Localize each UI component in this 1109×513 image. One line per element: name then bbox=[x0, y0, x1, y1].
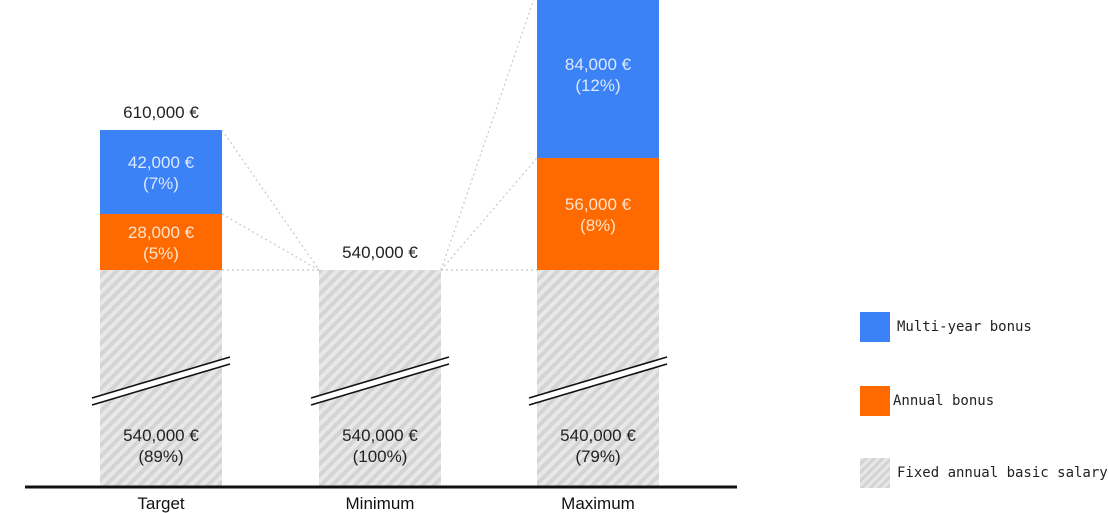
data-label-annual-bonus: 56,000 € bbox=[565, 195, 632, 214]
axis-break-line bbox=[528, 363, 668, 406]
axis-break-line bbox=[91, 356, 231, 399]
connector-line bbox=[440, 157, 538, 271]
data-label-fixed-salary: 540,000 € bbox=[560, 426, 636, 445]
data-label-multi-year-bonus: 84,000 € bbox=[565, 55, 632, 74]
data-label-annual-bonus-share: (8%) bbox=[580, 216, 616, 235]
total-label: 540,000 € bbox=[342, 243, 418, 262]
legend-label: Multi-year bonus bbox=[897, 319, 1032, 335]
axis-break-gap bbox=[529, 357, 667, 405]
legend-item-annual-bonus: Annual bonus bbox=[860, 386, 994, 416]
bar-multi-year-bonus bbox=[100, 130, 222, 214]
legend-swatch-annual-bonus bbox=[860, 386, 890, 416]
legend-item-fixed-salary: Fixed annual basic salary bbox=[860, 458, 1108, 488]
axis-break-line bbox=[91, 363, 231, 406]
category-label: Minimum bbox=[346, 494, 415, 513]
category-label: Maximum bbox=[561, 494, 635, 513]
connector-line bbox=[440, 0, 535, 271]
data-label-fixed-salary-share: (100%) bbox=[353, 447, 408, 466]
legend-swatch-fixed-salary bbox=[860, 458, 890, 488]
axis-break-line bbox=[310, 356, 450, 399]
data-label-fixed-salary-share: (89%) bbox=[138, 447, 183, 466]
data-label-multi-year-bonus-share: (7%) bbox=[143, 174, 179, 193]
data-label-annual-bonus: 28,000 € bbox=[128, 223, 195, 242]
connector-line bbox=[221, 129, 320, 271]
bar-annual-bonus bbox=[537, 158, 659, 270]
category-label: Target bbox=[137, 494, 185, 513]
legend-label: Fixed annual basic salary bbox=[897, 465, 1108, 481]
data-label-fixed-salary: 540,000 € bbox=[342, 426, 418, 445]
legend-item-multi-year-bonus: Multi-year bonus bbox=[860, 312, 1032, 342]
legend-label: Annual bonus bbox=[893, 393, 995, 409]
data-label-multi-year-bonus-share: (12%) bbox=[575, 76, 620, 95]
bar-annual-bonus bbox=[100, 214, 222, 270]
axis-break-line bbox=[528, 356, 668, 399]
data-label-fixed-salary: 540,000 € bbox=[123, 426, 199, 445]
data-label-fixed-salary-share: (79%) bbox=[575, 447, 620, 466]
bar-multi-year-bonus bbox=[537, 0, 659, 158]
total-label: 610,000 € bbox=[123, 103, 199, 122]
axis-break-gap bbox=[311, 357, 449, 405]
connector-line bbox=[221, 213, 320, 271]
data-label-annual-bonus-share: (5%) bbox=[143, 244, 179, 263]
axis-break-line bbox=[310, 363, 450, 406]
data-label-multi-year-bonus: 42,000 € bbox=[128, 153, 195, 172]
axis-break-gap bbox=[92, 357, 230, 405]
legend-swatch-multi-year-bonus bbox=[860, 312, 890, 342]
